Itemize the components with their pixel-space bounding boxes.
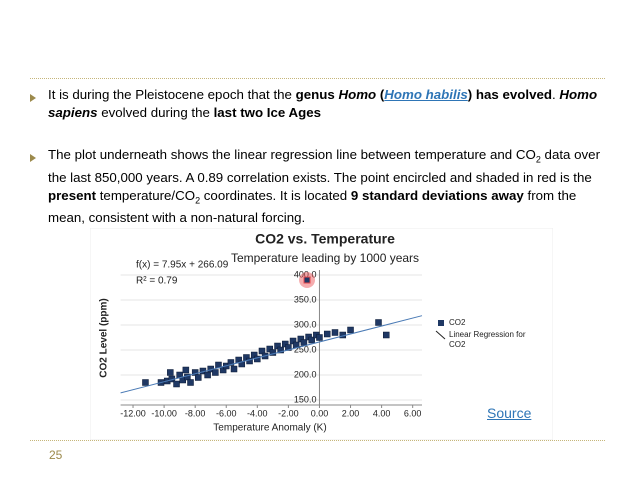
page-number: 25 — [49, 448, 63, 462]
data-point — [269, 349, 277, 356]
x-tick-label: 4.00 — [373, 408, 391, 418]
x-tick-label: -10.00 — [151, 408, 177, 418]
bullet-text: It is during the Pleistocene epoch that … — [48, 86, 608, 122]
data-point — [331, 329, 339, 336]
y-tick-label: 400.0 — [294, 269, 317, 279]
text-run: Homo — [338, 87, 377, 102]
legend-label: Linear Regression for CO2 — [449, 330, 526, 349]
x-tick-label: -2.00 — [278, 408, 299, 418]
data-point — [204, 371, 211, 379]
data-point — [212, 369, 219, 376]
data-point — [285, 344, 292, 351]
y-axis-label: CO2 Level (ppm) — [99, 298, 110, 377]
text-run: 2 — [195, 195, 201, 206]
text-run: 9 standard deviations away — [350, 187, 524, 203]
bullet-marker — [30, 94, 36, 102]
data-point — [195, 374, 202, 381]
text-run: genus — [295, 87, 339, 102]
data-point — [277, 346, 284, 354]
source-link[interactable]: Source — [487, 405, 532, 421]
data-point — [323, 330, 331, 338]
text-run: ( — [376, 87, 385, 102]
data-point — [383, 331, 390, 339]
x-tick-label: 2.00 — [342, 408, 360, 418]
y-tick-label: 350.0 — [294, 294, 317, 304]
chart-subtitle: Temperature leading by 1000 years — [231, 251, 419, 265]
text-run: present — [48, 187, 97, 203]
text-run: temperature/CO — [96, 187, 196, 203]
text-run: Homo sapiens — [48, 87, 598, 120]
x-tick-label: -4.00 — [247, 408, 268, 418]
data-point — [182, 366, 190, 374]
x-tick-label: -8.00 — [185, 408, 206, 418]
text-run: last two Ice Ages — [213, 105, 321, 120]
x-tick-label: -6.00 — [216, 408, 237, 418]
x-axis-label: Temperature Anomaly (K) — [213, 423, 326, 434]
text-run: data over the last 850,000 years. A 0.89… — [48, 147, 600, 185]
annotation: R² = 0.79 — [136, 276, 178, 287]
text-run: It is during the Pleistocene epoch that … — [48, 87, 296, 102]
data-point — [347, 326, 354, 334]
data-point — [316, 334, 323, 341]
bottom-rule — [30, 440, 605, 441]
text-run: The plot underneath shows the linear reg… — [48, 147, 536, 162]
highlight-point — [303, 276, 311, 284]
text-run: coordinates. It is located — [200, 187, 351, 203]
y-tick-label: 150.0 — [294, 394, 317, 404]
y-tick-label: 200.0 — [294, 369, 317, 379]
y-tick-label: 250.0 — [294, 344, 317, 354]
text-run: 2 — [535, 154, 541, 165]
chart-title: CO2 vs. Temperature — [255, 231, 395, 247]
text-run: from the mean, consistent with a non-nat… — [48, 187, 577, 226]
bullet-text: The plot underneath shows the linear reg… — [48, 146, 608, 227]
data-point — [142, 379, 149, 386]
data-point — [173, 380, 180, 388]
y-tick-label: 300.0 — [294, 319, 317, 329]
top-rule — [30, 78, 605, 79]
link[interactable]: Homo habilis — [384, 87, 468, 102]
text-run: evolved during the — [97, 105, 214, 120]
data-point — [300, 339, 308, 346]
data-point — [167, 369, 174, 376]
bullet-marker — [30, 154, 36, 162]
text-run: ) has evolved — [467, 87, 553, 102]
legend-swatch — [438, 320, 444, 326]
chart: CO2 vs. Temperature Temperature leading … — [90, 228, 553, 440]
regression-line — [120, 315, 423, 394]
legend-swatch — [435, 330, 446, 340]
data-point — [187, 379, 194, 386]
x-tick-label: 0.00 — [311, 408, 329, 418]
annotation: f(x) = 7.95x + 266.09 — [136, 260, 229, 271]
text-run: . — [552, 87, 560, 102]
x-tick-label: -12.00 — [120, 408, 146, 418]
data-point — [230, 365, 238, 373]
data-point — [238, 360, 246, 368]
x-tick-label: 6.00 — [404, 408, 422, 418]
data-point — [227, 359, 235, 366]
legend-label: CO2 — [449, 318, 466, 327]
data-point — [375, 319, 382, 326]
data-point — [308, 336, 315, 344]
